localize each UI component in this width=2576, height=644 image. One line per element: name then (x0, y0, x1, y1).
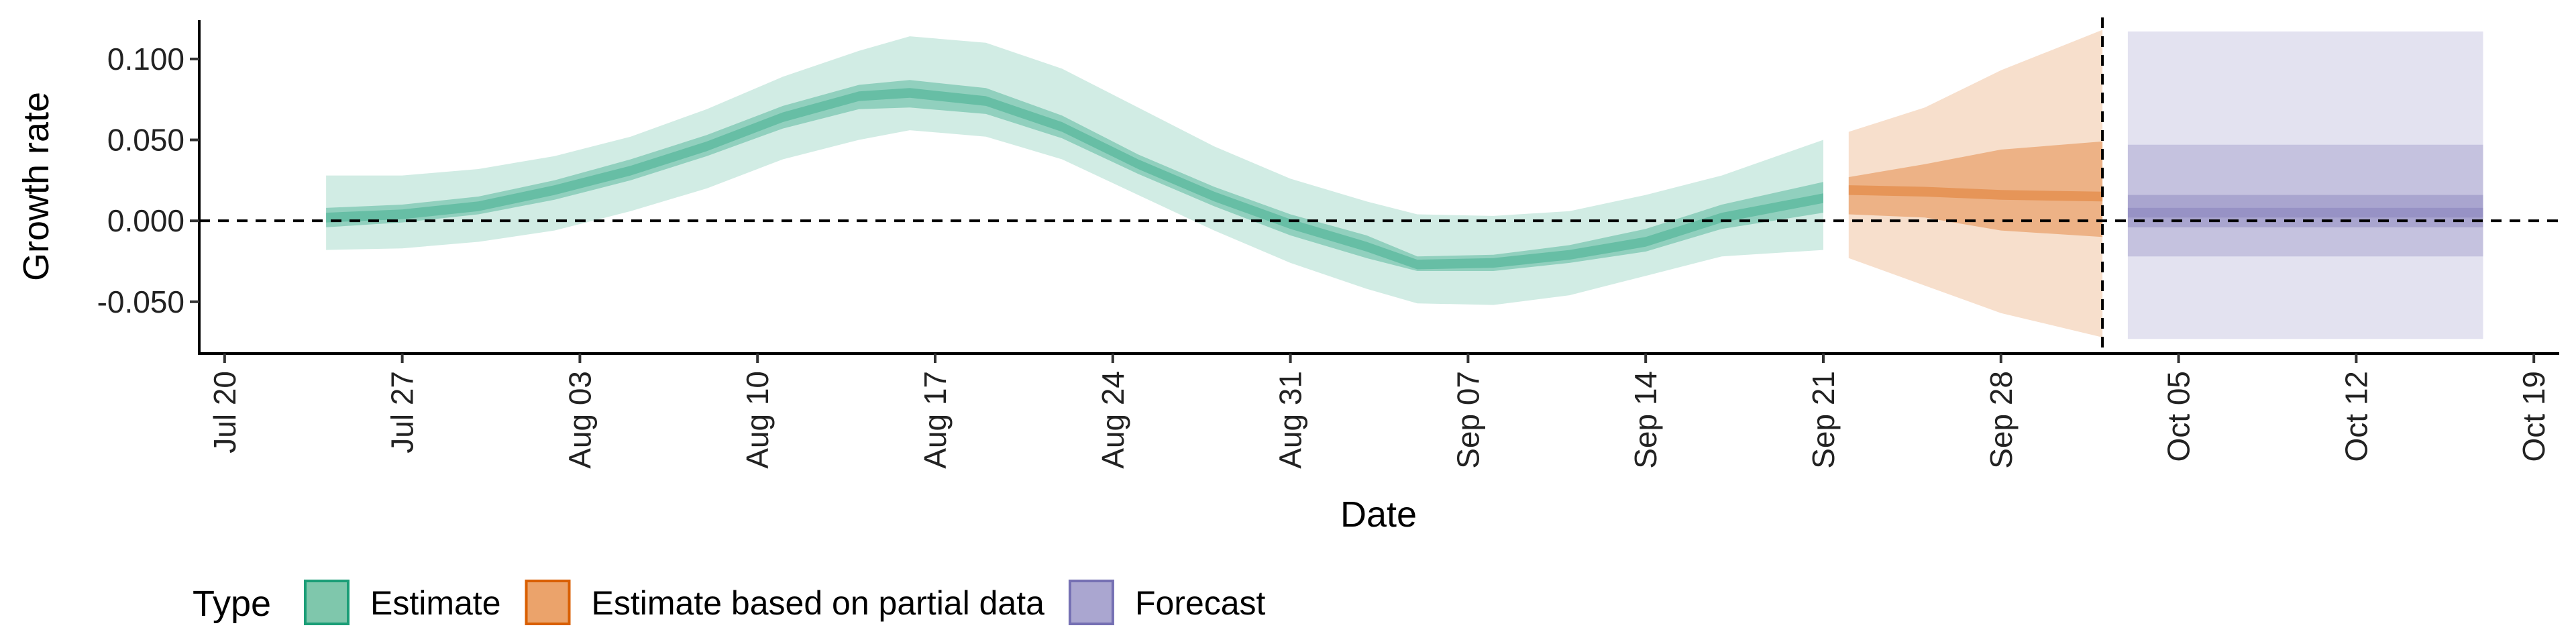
y-tick-label: 0.000 (107, 203, 184, 238)
series-2 (2127, 31, 2483, 339)
y-axis-title: Growth rate (16, 92, 56, 281)
legend-label: Forecast (1135, 584, 1266, 622)
x-tick-label: Aug 10 (740, 371, 775, 469)
y-tick-label: -0.050 (97, 284, 184, 319)
x-tick-label: Sep 28 (1984, 371, 2019, 469)
series-1 (1848, 30, 2103, 337)
y-ticks: 0.100 0.050 0.000 -0.050 (97, 42, 199, 319)
x-tick-label: Sep 14 (1628, 371, 1663, 469)
x-tick-label: Aug 24 (1095, 371, 1130, 469)
series-bands (326, 30, 2483, 339)
legend-swatch (525, 580, 571, 625)
x-tick-label: Aug 17 (918, 371, 953, 469)
x-tick-label: Oct 05 (2161, 371, 2196, 462)
legend-swatch (304, 580, 350, 625)
x-tick-label: Oct 19 (2516, 371, 2551, 462)
series-1-inner-band (1848, 141, 2103, 237)
series-0-outer-band (326, 36, 1823, 305)
x-tick-label: Aug 31 (1273, 371, 1308, 469)
legend-title: Type (193, 584, 271, 624)
legend-swatch (1068, 580, 1114, 625)
legend-label: Estimate based on partial data (592, 584, 1045, 622)
x-ticks: Jul 20 Jul 27 Aug 03 Aug 10 Aug 17 Aug 24 Aug … (207, 354, 2551, 469)
x-tick-label: Sep 07 (1450, 371, 1485, 469)
x-tick-label: Oct 12 (2339, 371, 2373, 462)
series-1-median-band (1848, 185, 2103, 202)
y-tick-label: 0.050 (107, 123, 184, 158)
y-tick-label: 0.100 (107, 42, 184, 76)
legend-label: Estimate (370, 584, 501, 622)
x-tick-label: Jul 27 (385, 371, 420, 453)
x-tick-label: Aug 03 (562, 371, 597, 469)
series-0-inner-band (326, 80, 1823, 272)
series-2-mid-band (2127, 144, 2483, 257)
legend: Type Estimate Estimate based on partial d… (193, 580, 1266, 625)
series-2-outer-band (2127, 31, 2483, 339)
axes (198, 20, 2559, 355)
series-1-outer-band (1848, 30, 2103, 337)
x-tick-label: Jul 20 (207, 371, 242, 453)
x-tick-label: Sep 21 (1806, 371, 1841, 469)
series-2-inner-band (2127, 195, 2483, 227)
series-2-median-band (2127, 207, 2483, 218)
x-axis-title: Date (1340, 494, 1417, 535)
series-0 (326, 36, 1823, 305)
